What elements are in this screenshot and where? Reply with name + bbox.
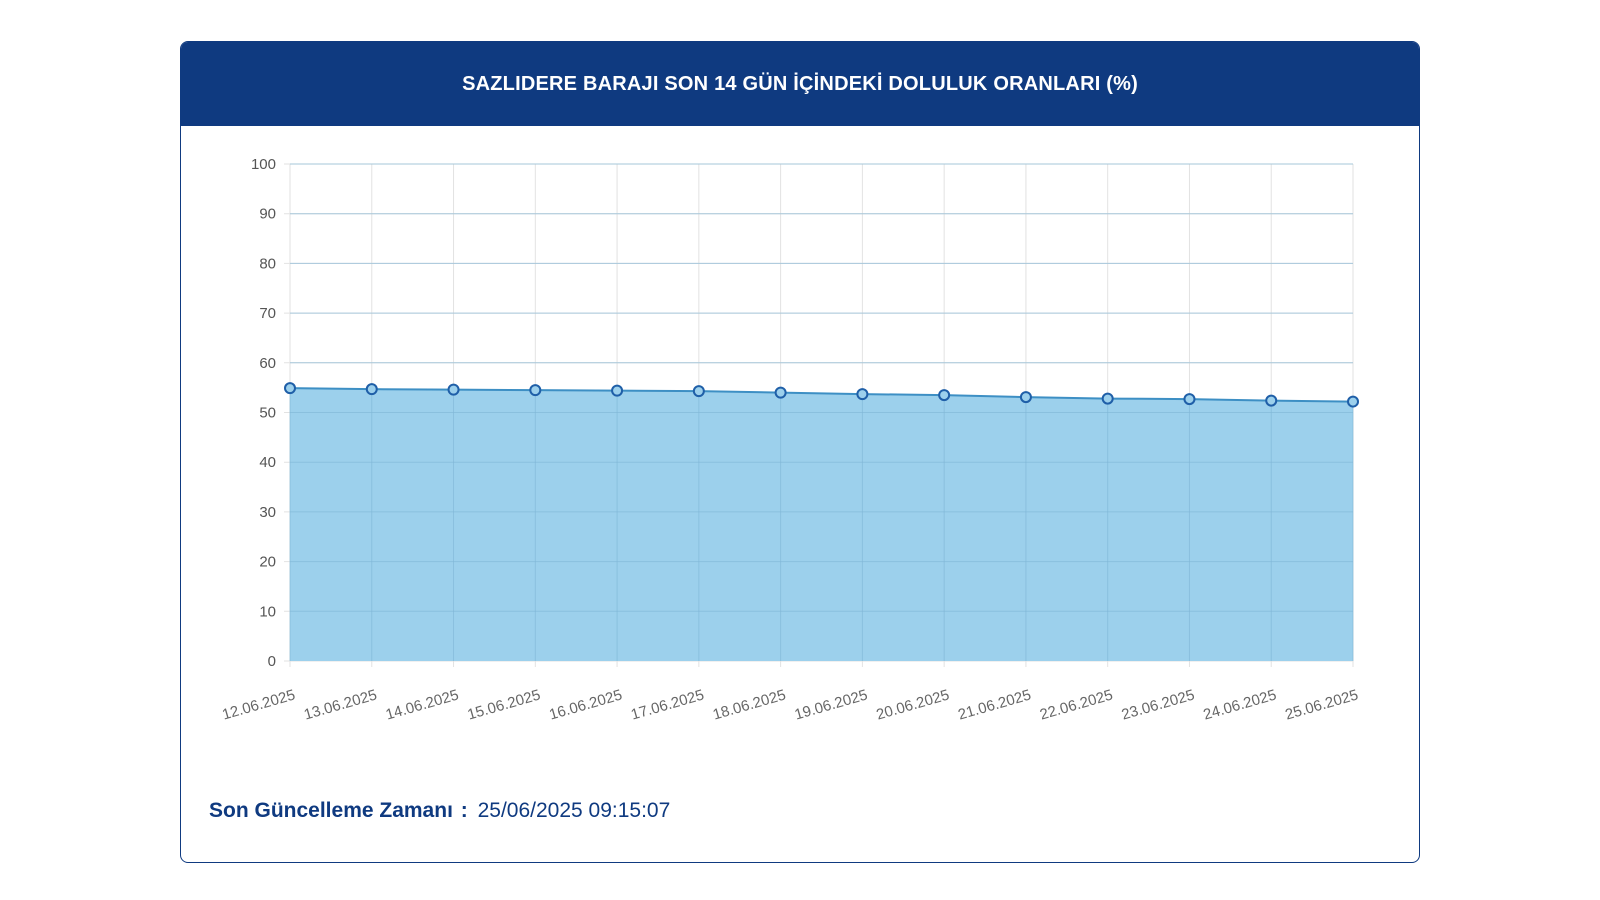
data-point[interactable]	[1183, 393, 1196, 406]
x-tick-label: 15.06.2025	[466, 687, 543, 724]
y-tick-label: 20	[259, 554, 276, 571]
last-update: Son Güncelleme Zamanı : 25/06/2025 09:15…	[209, 799, 670, 823]
chart-title: SAZLIDERE BARAJI SON 14 GÜN İÇİNDEKİ DOL…	[462, 72, 1138, 95]
x-tick-label: 24.06.2025	[1201, 687, 1278, 724]
card-header: SAZLIDERE BARAJI SON 14 GÜN İÇİNDEKİ DOL…	[181, 42, 1419, 126]
last-update-value: 25/06/2025 09:15:07	[477, 799, 671, 822]
x-tick-label: 14.06.2025	[384, 687, 461, 724]
data-point[interactable]	[284, 382, 296, 395]
data-point[interactable]	[692, 385, 705, 398]
x-tick-label: 18.06.2025	[711, 687, 788, 724]
data-point[interactable]	[1101, 392, 1114, 405]
x-tick-label: 20.06.2025	[874, 687, 951, 724]
y-tick-label: 60	[259, 355, 276, 372]
data-point[interactable]	[938, 389, 951, 402]
x-tick-label: 21.06.2025	[956, 687, 1033, 724]
data-point[interactable]	[365, 383, 378, 396]
x-tick-label: 22.06.2025	[1038, 687, 1115, 724]
y-tick-label: 80	[259, 255, 276, 272]
data-point[interactable]	[529, 384, 542, 397]
grid-overlay	[289, 163, 1354, 661]
chart-card: SAZLIDERE BARAJI SON 14 GÜN İÇİNDEKİ DOL…	[180, 41, 1420, 863]
fill-rate-chart: 0 10 20 30 40 50 60 70 80 90 100 12.06.2025 13.06.20…	[220, 156, 1360, 724]
x-tick-label: 23.06.2025	[1120, 687, 1197, 724]
x-tick-label: 17.06.2025	[629, 687, 706, 724]
x-tick-label: 12.06.2025	[220, 687, 297, 724]
data-point[interactable]	[774, 386, 787, 399]
data-point[interactable]	[1265, 394, 1278, 407]
y-tick-label: 90	[259, 206, 276, 223]
y-tick-label: 100	[251, 156, 276, 173]
y-tick-label: 10	[259, 603, 276, 620]
last-update-separator: :	[460, 799, 468, 822]
data-point[interactable]	[447, 383, 460, 396]
chart-area: 0 10 20 30 40 50 60 70 80 90 100 12.06.2025 13.06.20…	[181, 126, 1418, 766]
x-tick-label: 13.06.2025	[302, 687, 379, 724]
x-tick-label: 16.06.2025	[547, 687, 624, 724]
x-tick-label: 19.06.2025	[793, 687, 870, 724]
data-point[interactable]	[856, 388, 869, 401]
y-tick-label: 30	[259, 504, 276, 521]
last-update-label: Son Güncelleme Zamanı	[209, 799, 453, 822]
area-fill	[290, 388, 1353, 661]
y-tick-label: 70	[259, 305, 276, 322]
x-tick-label: 25.06.2025	[1283, 687, 1360, 724]
data-point[interactable]	[611, 384, 624, 397]
series-line	[289, 387, 1354, 403]
data-point[interactable]	[1347, 395, 1359, 408]
y-tick-label: 40	[259, 454, 276, 471]
y-tick-label: 0	[268, 653, 276, 670]
data-point[interactable]	[1019, 391, 1032, 404]
y-tick-label: 50	[259, 405, 276, 422]
